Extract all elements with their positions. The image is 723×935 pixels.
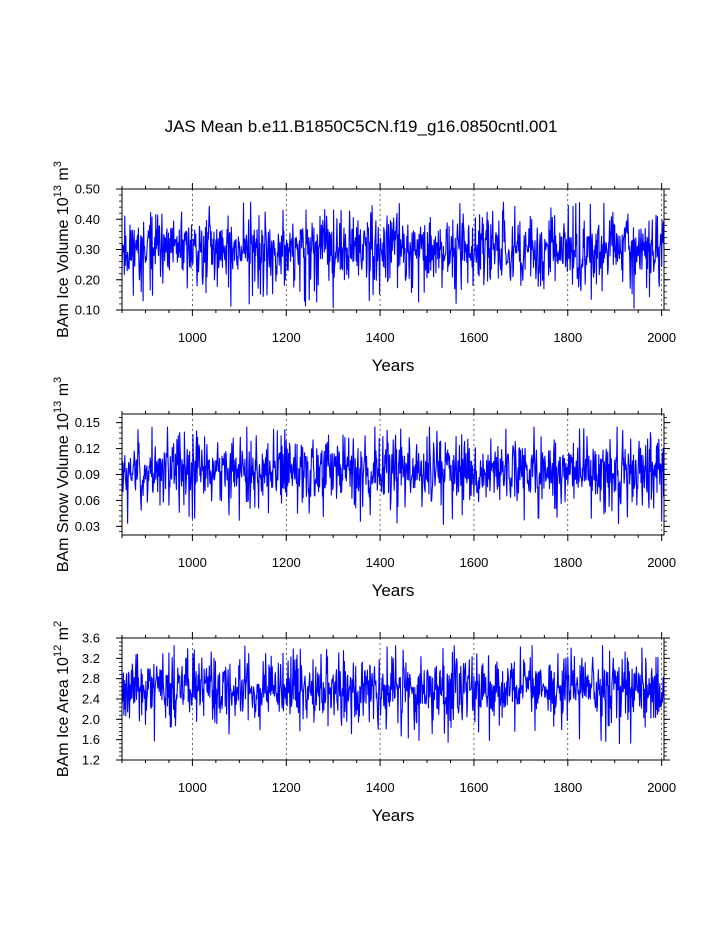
x-axis-label: Years	[372, 356, 415, 375]
x-tick-label: 1200	[272, 780, 301, 795]
y-tick-label: 0.10	[75, 303, 100, 318]
x-tick-label: 1400	[366, 330, 395, 345]
y-tick-label: 0.06	[75, 493, 100, 508]
x-tick-label: 1000	[178, 555, 207, 570]
y-tick-label: 0.03	[75, 519, 100, 534]
y-tick-label: 0.40	[75, 212, 100, 227]
y-tick-label: 0.15	[75, 415, 100, 430]
x-tick-label: 1800	[553, 330, 582, 345]
y-tick-label: 1.6	[82, 732, 100, 747]
x-tick-label: 1600	[459, 555, 488, 570]
panel-2: 1000 1200 1400 1600 1800 2000 0.03 0.06 0.09 0.12…	[52, 377, 676, 600]
y-tick-label: 0.30	[75, 242, 100, 257]
x-tick-label: 2000	[647, 330, 676, 345]
x-tick-label: 1400	[366, 555, 395, 570]
x-tick-label: 1200	[272, 330, 301, 345]
panel-1: 1000 1200 1400 1600 1800 2000 0.10 0.20 0.30 0.40…	[52, 161, 676, 375]
x-tick-label: 1400	[366, 780, 395, 795]
y-axis-label: BAm Ice Volume 1013 m3	[52, 161, 72, 338]
y-tick-label: 3.2	[82, 651, 100, 666]
x-tick-label: 1800	[553, 555, 582, 570]
y-axis-label: BAm Snow Volume 1013 m3	[52, 377, 72, 572]
y-tick-label: 2.4	[82, 692, 100, 707]
y-tick-label: 2.8	[82, 671, 100, 686]
x-tick-label: 1200	[272, 555, 301, 570]
x-axis-label: Years	[372, 581, 415, 600]
x-tick-label: 1600	[459, 330, 488, 345]
series-line	[121, 426, 665, 525]
y-tick-label: 0.20	[75, 272, 100, 287]
y-axis-label: BAm Ice Area 1012 m2	[52, 621, 72, 777]
x-tick-label: 1000	[178, 330, 207, 345]
x-tick-label: 1600	[459, 780, 488, 795]
x-tick-label: 2000	[647, 780, 676, 795]
y-tick-label: 1.2	[82, 753, 100, 768]
y-tick-label: 3.6	[82, 631, 100, 646]
y-tick-label: 0.12	[75, 441, 100, 456]
series-line	[121, 201, 665, 309]
y-tick-label: 2.0	[82, 712, 100, 727]
panel-3: 1000 1200 1400 1600 1800 2000 1.2 1.6 2.0 2.4 2.8 3…	[52, 621, 676, 825]
y-tick-label: 0.09	[75, 467, 100, 482]
x-tick-label: 2000	[647, 555, 676, 570]
y-tick-label: 0.50	[75, 182, 100, 197]
x-tick-label: 1000	[178, 780, 207, 795]
series-line	[121, 645, 665, 745]
x-tick-label: 1800	[553, 780, 582, 795]
x-axis-label: Years	[372, 806, 415, 825]
chart-title: JAS Mean b.e11.B1850C5CN.f19_g16.0850cnt…	[165, 117, 558, 136]
